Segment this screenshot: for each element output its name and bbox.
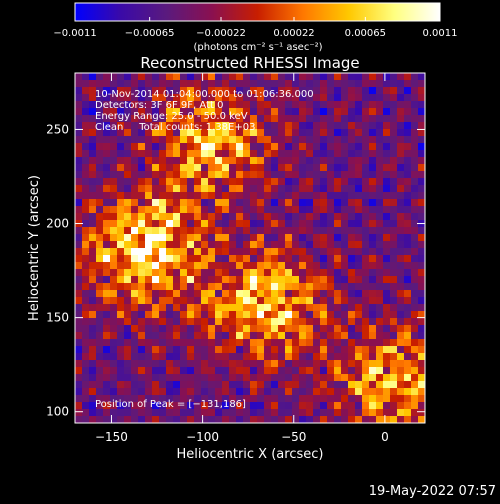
peak-position-label: Position of Peak = [−131,186] — [95, 399, 246, 410]
plot-title: Reconstructed RHESSI Image — [140, 54, 359, 72]
info-time-range: 10-Nov-2014 01:04:00.000 to 01:06:36.000 — [95, 89, 314, 100]
colorbar-tick-label: 0.00065 — [345, 28, 386, 39]
plot-frame — [74, 72, 426, 424]
colorbar-tick-label: 0.0011 — [423, 28, 458, 39]
heatmap-image — [75, 73, 425, 423]
colorbar-tick-label: 0.00022 — [273, 28, 314, 39]
x-tick-label: −50 — [281, 430, 306, 444]
y-axis-ticks: 100 150 200 250 — [46, 122, 425, 419]
colorbar-units-label: (photons cm⁻² s⁻¹ asec⁻²) — [193, 42, 322, 53]
x-tick-label: −100 — [186, 430, 219, 444]
y-tick-label: 150 — [46, 311, 69, 325]
colorbar-tick-label: −0.00022 — [196, 28, 246, 39]
y-tick-label: 200 — [46, 217, 69, 231]
info-detectors: Detectors: 3F 6F 9F, Att 0 — [95, 100, 223, 111]
colorbar-ticks: −0.0011 −0.00065 −0.00022 0.00022 0.00065 0.0… — [53, 17, 458, 39]
x-axis-title: Heliocentric X (arcsec) — [177, 447, 324, 462]
x-tick-label: −150 — [95, 430, 128, 444]
plot-timestamp: 19-May-2022 07:57 — [369, 484, 496, 499]
info-annotations: 10-Nov-2014 01:04:00.000 to 01:06:36.000… — [95, 89, 314, 410]
x-tick-label: 0 — [381, 430, 389, 444]
info-energy-range: Energy Range: 25.0 - 50.0 keV — [95, 111, 248, 122]
y-axis-title: Heliocentric Y (arcsec) — [27, 175, 42, 321]
x-axis-ticks: −150 −100 −50 0 — [95, 73, 389, 444]
colorbar-tick-label: −0.00065 — [125, 28, 175, 39]
y-tick-label: 100 — [46, 405, 69, 419]
y-tick-label: 250 — [46, 122, 69, 136]
info-total-counts: Clean Total counts: 1.38E+03 — [95, 122, 255, 133]
colorbar — [74, 2, 441, 22]
colorbar-tick-label: −0.0011 — [53, 28, 96, 39]
